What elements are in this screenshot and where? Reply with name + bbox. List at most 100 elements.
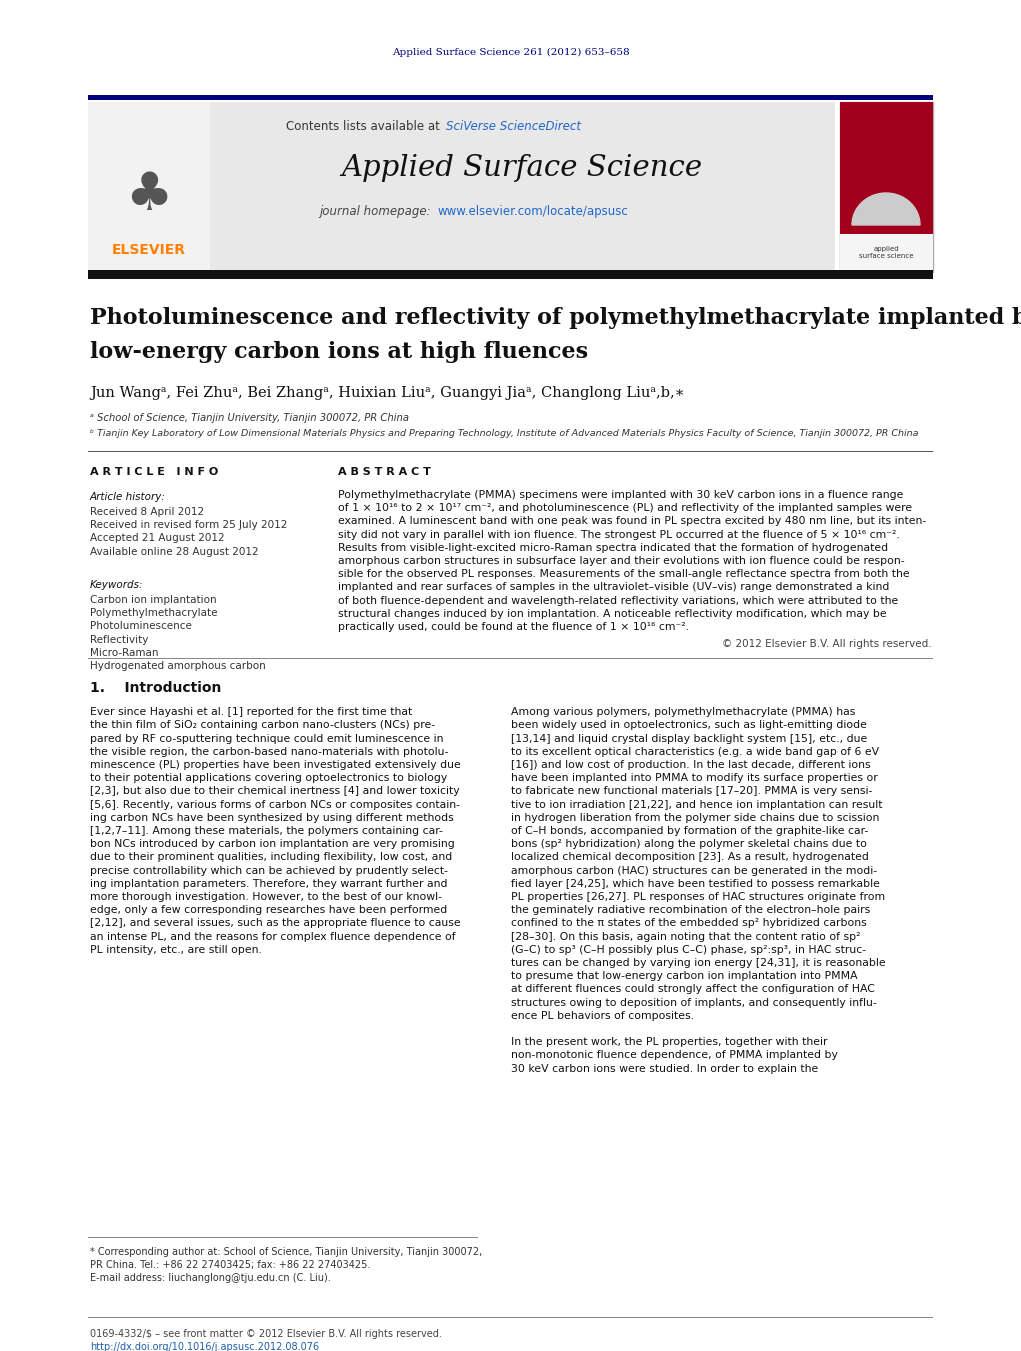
Text: practically used, could be found at the fluence of 1 × 10¹⁶ cm⁻².: practically used, could be found at the … xyxy=(338,621,689,632)
Text: ♣: ♣ xyxy=(126,169,173,222)
Text: of both fluence-dependent and wavelength-related reflectivity variations, which : of both fluence-dependent and wavelength… xyxy=(338,596,898,605)
Text: of C–H bonds, accompanied by formation of the graphite-like car-: of C–H bonds, accompanied by formation o… xyxy=(510,825,868,836)
Text: Photoluminescence: Photoluminescence xyxy=(90,621,192,631)
Text: Reflectivity: Reflectivity xyxy=(90,635,148,644)
Text: to presume that low-energy carbon ion implantation into PMMA: to presume that low-energy carbon ion im… xyxy=(510,971,858,981)
Text: been widely used in optoelectronics, such as light-emitting diode: been widely used in optoelectronics, suc… xyxy=(510,720,867,731)
Text: fied layer [24,25], which have been testified to possess remarkable: fied layer [24,25], which have been test… xyxy=(510,878,880,889)
Text: tive to ion irradiation [21,22], and hence ion implantation can result: tive to ion irradiation [21,22], and hen… xyxy=(510,800,882,809)
Text: bon NCs introduced by carbon ion implantation are very promising: bon NCs introduced by carbon ion implant… xyxy=(90,839,454,850)
Bar xyxy=(840,101,933,234)
Text: due to their prominent qualities, including flexibility, low cost, and: due to their prominent qualities, includ… xyxy=(90,852,452,862)
Text: ing carbon NCs have been synthesized by using different methods: ing carbon NCs have been synthesized by … xyxy=(90,813,453,823)
Text: amorphous carbon structures in subsurface layer and their evolutions with ion fl: amorphous carbon structures in subsurfac… xyxy=(338,557,905,566)
Text: * Corresponding author at: School of Science, Tianjin University, Tianjin 300072: * Corresponding author at: School of Sci… xyxy=(90,1247,482,1256)
Text: to fabricate new functional materials [17–20]. PMMA is very sensi-: to fabricate new functional materials [1… xyxy=(510,786,872,796)
Text: sible for the observed PL responses. Measurements of the small-angle reflectance: sible for the observed PL responses. Mea… xyxy=(338,569,910,580)
Text: ᵃ School of Science, Tianjin University, Tianjin 300072, PR China: ᵃ School of Science, Tianjin University,… xyxy=(90,413,409,423)
Text: 0169-4332/$ – see front matter © 2012 Elsevier B.V. All rights reserved.: 0169-4332/$ – see front matter © 2012 El… xyxy=(90,1329,442,1339)
Text: Photoluminescence and reflectivity of polymethylmethacrylate implanted by: Photoluminescence and reflectivity of po… xyxy=(90,307,1021,330)
Text: ing implantation parameters. Therefore, they warrant further and: ing implantation parameters. Therefore, … xyxy=(90,878,447,889)
Text: PL intensity, etc., are still open.: PL intensity, etc., are still open. xyxy=(90,944,261,955)
Text: non-monotonic fluence dependence, of PMMA implanted by: non-monotonic fluence dependence, of PMM… xyxy=(510,1050,838,1061)
Text: A B S T R A C T: A B S T R A C T xyxy=(338,467,431,477)
Text: www.elsevier.com/locate/apsusc: www.elsevier.com/locate/apsusc xyxy=(437,205,628,219)
Text: applied
surface science: applied surface science xyxy=(859,246,913,259)
Text: tures can be changed by varying ion energy [24,31], it is reasonable: tures can be changed by varying ion ener… xyxy=(510,958,885,969)
Text: precise controllability which can be achieved by prudently select-: precise controllability which can be ach… xyxy=(90,866,448,875)
Text: [16]) and low cost of production. In the last decade, different ions: [16]) and low cost of production. In the… xyxy=(510,761,871,770)
Bar xyxy=(840,234,933,272)
Text: (G–C) to sp³ (C–H possibly plus C–C) phase, sp²:sp³, in HAC struc-: (G–C) to sp³ (C–H possibly plus C–C) pha… xyxy=(510,944,866,955)
Text: PR China. Tel.: +86 22 27403425; fax: +86 22 27403425.: PR China. Tel.: +86 22 27403425; fax: +8… xyxy=(90,1260,371,1270)
Text: PL properties [26,27]. PL responses of HAC structures originate from: PL properties [26,27]. PL responses of H… xyxy=(510,892,885,902)
Text: [2,3], but also due to their chemical inertness [4] and lower toxicity: [2,3], but also due to their chemical in… xyxy=(90,786,459,796)
Text: © 2012 Elsevier B.V. All rights reserved.: © 2012 Elsevier B.V. All rights reserved… xyxy=(723,639,932,650)
Text: Applied Surface Science: Applied Surface Science xyxy=(341,154,702,182)
Text: edge, only a few corresponding researches have been performed: edge, only a few corresponding researche… xyxy=(90,905,447,915)
Text: ᵇ Tianjin Key Laboratory of Low Dimensional Materials Physics and Preparing Tech: ᵇ Tianjin Key Laboratory of Low Dimensio… xyxy=(90,430,919,439)
Text: Polymethylmethacrylate: Polymethylmethacrylate xyxy=(90,608,217,619)
Text: an intense PL, and the reasons for complex fluence dependence of: an intense PL, and the reasons for compl… xyxy=(90,932,455,942)
Text: to its excellent optical characteristics (e.g. a wide band gap of 6 eV: to its excellent optical characteristics… xyxy=(510,747,879,757)
Text: Among various polymers, polymethylmethacrylate (PMMA) has: Among various polymers, polymethylmethac… xyxy=(510,707,856,717)
Text: Accepted 21 August 2012: Accepted 21 August 2012 xyxy=(90,534,225,543)
Text: Applied Surface Science 261 (2012) 653–658: Applied Surface Science 261 (2012) 653–6… xyxy=(392,47,629,57)
Text: A R T I C L E   I N F O: A R T I C L E I N F O xyxy=(90,467,218,477)
Bar xyxy=(210,101,835,272)
Text: [2,12], and several issues, such as the appropriate fluence to cause: [2,12], and several issues, such as the … xyxy=(90,919,460,928)
Polygon shape xyxy=(852,193,920,226)
Bar xyxy=(88,450,933,453)
Text: structures owing to deposition of implants, and consequently influ-: structures owing to deposition of implan… xyxy=(510,997,877,1008)
Text: the thin film of SiO₂ containing carbon nano-clusters (NCs) pre-: the thin film of SiO₂ containing carbon … xyxy=(90,720,435,731)
Text: have been implanted into PMMA to modify its surface properties or: have been implanted into PMMA to modify … xyxy=(510,773,878,784)
Text: Contents lists available at: Contents lists available at xyxy=(286,119,444,132)
Bar xyxy=(88,95,933,100)
Text: E-mail address: liuchanglong@tju.edu.cn (C. Liu).: E-mail address: liuchanglong@tju.edu.cn … xyxy=(90,1273,331,1283)
Text: Hydrogenated amorphous carbon: Hydrogenated amorphous carbon xyxy=(90,661,265,671)
Text: structural changes induced by ion implantation. A noticeable reflectivity modifi: structural changes induced by ion implan… xyxy=(338,609,886,619)
Text: in hydrogen liberation from the polymer side chains due to scission: in hydrogen liberation from the polymer … xyxy=(510,813,879,823)
Text: ELSEVIER: ELSEVIER xyxy=(112,243,186,257)
Text: Keywords:: Keywords: xyxy=(90,580,144,590)
Text: 30 keV carbon ions were studied. In order to explain the: 30 keV carbon ions were studied. In orde… xyxy=(510,1063,818,1074)
Text: Results from visible-light-excited micro-Raman spectra indicated that the format: Results from visible-light-excited micro… xyxy=(338,543,888,553)
Bar xyxy=(88,101,210,272)
Text: [13,14] and liquid crystal display backlight system [15], etc., due: [13,14] and liquid crystal display backl… xyxy=(510,734,867,743)
Text: Ever since Hayashi et al. [1] reported for the first time that: Ever since Hayashi et al. [1] reported f… xyxy=(90,707,412,717)
Text: Jun Wangᵃ, Fei Zhuᵃ, Bei Zhangᵃ, Huixian Liuᵃ, Guangyi Jiaᵃ, Changlong Liuᵃ,b,∗: Jun Wangᵃ, Fei Zhuᵃ, Bei Zhangᵃ, Huixian… xyxy=(90,386,685,400)
Text: Received in revised form 25 July 2012: Received in revised form 25 July 2012 xyxy=(90,520,287,530)
Text: Article history:: Article history: xyxy=(90,492,165,503)
Text: 1.    Introduction: 1. Introduction xyxy=(90,681,222,696)
Text: [5,6]. Recently, various forms of carbon NCs or composites contain-: [5,6]. Recently, various forms of carbon… xyxy=(90,800,460,809)
Text: low-energy carbon ions at high fluences: low-energy carbon ions at high fluences xyxy=(90,340,588,363)
Text: In the present work, the PL properties, together with their: In the present work, the PL properties, … xyxy=(510,1038,827,1047)
Text: the visible region, the carbon-based nano-materials with photolu-: the visible region, the carbon-based nan… xyxy=(90,747,448,757)
Text: [28–30]. On this basis, again noting that the content ratio of sp²: [28–30]. On this basis, again noting tha… xyxy=(510,932,861,942)
Text: localized chemical decomposition [23]. As a result, hydrogenated: localized chemical decomposition [23]. A… xyxy=(510,852,869,862)
Bar xyxy=(840,101,933,272)
Text: Received 8 April 2012: Received 8 April 2012 xyxy=(90,507,204,517)
Text: http://dx.doi.org/10.1016/j.apsusc.2012.08.076: http://dx.doi.org/10.1016/j.apsusc.2012.… xyxy=(90,1342,320,1351)
Text: SciVerse ScienceDirect: SciVerse ScienceDirect xyxy=(446,119,581,132)
Text: pared by RF co-sputtering technique could emit luminescence in: pared by RF co-sputtering technique coul… xyxy=(90,734,443,743)
Text: sity did not vary in parallel with ion fluence. The strongest PL occurred at the: sity did not vary in parallel with ion f… xyxy=(338,530,900,539)
Text: to their potential applications covering optoelectronics to biology: to their potential applications covering… xyxy=(90,773,447,784)
Text: Carbon ion implantation: Carbon ion implantation xyxy=(90,594,216,605)
Text: amorphous carbon (HAC) structures can be generated in the modi-: amorphous carbon (HAC) structures can be… xyxy=(510,866,877,875)
Text: ence PL behaviors of composites.: ence PL behaviors of composites. xyxy=(510,1011,694,1021)
Text: confined to the π states of the embedded sp² hybridized carbons: confined to the π states of the embedded… xyxy=(510,919,867,928)
Text: minescence (PL) properties have been investigated extensively due: minescence (PL) properties have been inv… xyxy=(90,761,460,770)
Text: at different fluences could strongly affect the configuration of HAC: at different fluences could strongly aff… xyxy=(510,985,875,994)
Bar xyxy=(88,270,933,280)
Text: Micro-Raman: Micro-Raman xyxy=(90,647,158,658)
Text: journal homepage:: journal homepage: xyxy=(320,205,435,219)
Text: [1,2,7–11]. Among these materials, the polymers containing car-: [1,2,7–11]. Among these materials, the p… xyxy=(90,825,443,836)
Text: implanted and rear surfaces of samples in the ultraviolet–visible (UV–vis) range: implanted and rear surfaces of samples i… xyxy=(338,582,889,592)
Text: Available online 28 August 2012: Available online 28 August 2012 xyxy=(90,547,258,557)
Text: the geminately radiative recombination of the electron–hole pairs: the geminately radiative recombination o… xyxy=(510,905,870,915)
Text: of 1 × 10¹⁶ to 2 × 10¹⁷ cm⁻², and photoluminescence (PL) and reflectivity of the: of 1 × 10¹⁶ to 2 × 10¹⁷ cm⁻², and photol… xyxy=(338,503,912,513)
Text: examined. A luminescent band with one peak was found in PL spectra excited by 48: examined. A luminescent band with one pe… xyxy=(338,516,926,527)
Text: more thorough investigation. However, to the best of our knowl-: more thorough investigation. However, to… xyxy=(90,892,442,902)
Text: Polymethylmethacrylate (PMMA) specimens were implanted with 30 keV carbon ions i: Polymethylmethacrylate (PMMA) specimens … xyxy=(338,490,904,500)
